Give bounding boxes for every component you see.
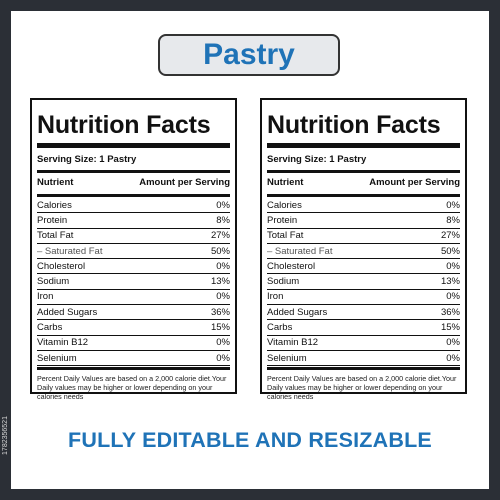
nutrient-name: Iron xyxy=(37,291,54,303)
nutrient-value: 27% xyxy=(210,230,230,242)
divider xyxy=(37,367,230,371)
nutrient-row: Sodium 13% xyxy=(267,274,460,290)
nutrient-rows: Calories 0% Protein 8% Total Fat 27% – Satu… xyxy=(267,198,460,367)
nutrient-row: – Saturated Fat 50% xyxy=(37,244,230,260)
nutrient-row: Iron 0% xyxy=(37,290,230,306)
nutrient-value: 36% xyxy=(440,306,460,318)
nutrient-row: Cholesterol 0% xyxy=(37,259,230,275)
nutrient-value: 0% xyxy=(216,199,230,211)
nutrient-row: Added Sugars 36% xyxy=(267,305,460,321)
footnote: Percent Daily Values are based on a 2,00… xyxy=(267,374,457,402)
nutrient-row: Vitamin B12 0% xyxy=(37,336,230,351)
label-heading: Nutrition Facts xyxy=(37,111,211,139)
nutrient-row: Added Sugars 36% xyxy=(37,305,230,321)
column-header: Nutrient Amount per Serving xyxy=(267,177,460,188)
stock-id-watermark: 1782356521 xyxy=(0,380,11,490)
nutrient-name: Calories xyxy=(37,199,72,211)
nutrient-name: Cholesterol xyxy=(267,260,316,272)
nutrient-value: 50% xyxy=(210,245,230,257)
nutrient-value: 13% xyxy=(440,276,460,288)
nutrient-value: 15% xyxy=(440,322,460,334)
nutrient-value: 0% xyxy=(446,337,460,349)
nutrient-row: Total Fat 27% xyxy=(37,229,230,244)
nutrient-value: 8% xyxy=(446,214,460,226)
nutrient-value: 0% xyxy=(446,352,460,364)
nutrient-row: Vitamin B12 0% xyxy=(267,336,460,351)
nutrient-row: Iron 0% xyxy=(267,290,460,306)
column-nutrient: Nutrient xyxy=(37,177,74,188)
nutrient-name: – Saturated Fat xyxy=(267,245,333,257)
serving-size: Serving Size: 1 Pastry xyxy=(37,154,137,165)
nutrient-value: 0% xyxy=(216,291,230,303)
nutrient-value: 15% xyxy=(210,322,230,334)
column-header: Nutrient Amount per Serving xyxy=(37,177,230,188)
nutrient-name: Cholesterol xyxy=(37,260,86,272)
nutrient-value: 0% xyxy=(216,260,230,272)
nutrient-value: 36% xyxy=(210,306,230,318)
nutrient-row: Carbs 15% xyxy=(267,320,460,336)
nutrient-name: Protein xyxy=(267,214,298,226)
nutrient-row: Selenium 0% xyxy=(267,351,460,367)
nutrient-name: Sodium xyxy=(37,276,70,288)
divider xyxy=(37,194,230,197)
nutrient-value: 50% xyxy=(440,245,460,257)
divider xyxy=(267,143,460,148)
divider xyxy=(267,170,460,173)
label-heading: Nutrition Facts xyxy=(267,111,441,139)
nutrient-name: Carbs xyxy=(267,322,293,334)
nutrition-label-right: Nutrition Facts Serving Size: 1 Pastry N… xyxy=(260,98,467,401)
column-amount: Amount per Serving xyxy=(369,177,460,188)
divider xyxy=(37,170,230,173)
nutrient-value: 0% xyxy=(446,260,460,272)
divider xyxy=(37,143,230,148)
nutrient-rows: Calories 0% Protein 8% Total Fat 27% – Satu… xyxy=(37,198,230,367)
stock-id: 1782356521 xyxy=(2,415,9,455)
nutrient-name: Total Fat xyxy=(267,230,304,242)
nutrient-name: Selenium xyxy=(37,352,77,364)
divider xyxy=(267,367,460,371)
nutrient-value: 13% xyxy=(210,276,230,288)
nutrient-value: 0% xyxy=(446,291,460,303)
serving-size: Serving Size: 1 Pastry xyxy=(267,154,367,165)
page-title: Pastry xyxy=(203,38,295,71)
nutrient-row: Carbs 15% xyxy=(37,320,230,336)
nutrient-name: Added Sugars xyxy=(37,306,98,318)
divider xyxy=(267,194,460,197)
nutrient-value: 8% xyxy=(216,214,230,226)
nutrient-name: Selenium xyxy=(267,352,307,364)
nutrient-row: Protein 8% xyxy=(267,213,460,229)
nutrient-value: 0% xyxy=(216,352,230,364)
nutrient-name: Sodium xyxy=(267,276,300,288)
nutrient-row: Calories 0% xyxy=(267,198,460,214)
nutrient-value: 0% xyxy=(446,199,460,211)
nutrition-label-left: Nutrition Facts Serving Size: 1 Pastry N… xyxy=(30,98,237,401)
nutrient-name: Added Sugars xyxy=(267,306,328,318)
nutrient-row: Sodium 13% xyxy=(37,274,230,290)
nutrient-name: Total Fat xyxy=(37,230,74,242)
nutrient-name: Iron xyxy=(267,291,284,303)
nutrient-row: Total Fat 27% xyxy=(267,229,460,244)
nutrient-name: Vitamin B12 xyxy=(37,337,89,349)
tagline: FULLY EDITABLE AND RESIZABLE xyxy=(68,428,432,452)
nutrient-row: Selenium 0% xyxy=(37,351,230,367)
title-banner: Pastry xyxy=(158,34,340,76)
nutrient-row: Cholesterol 0% xyxy=(267,259,460,275)
footnote: Percent Daily Values are based on a 2,00… xyxy=(37,374,227,402)
column-nutrient: Nutrient xyxy=(267,177,304,188)
nutrient-name: – Saturated Fat xyxy=(37,245,103,257)
nutrient-row: Protein 8% xyxy=(37,213,230,229)
nutrient-value: 0% xyxy=(216,337,230,349)
nutrient-row: Calories 0% xyxy=(37,198,230,214)
nutrient-name: Calories xyxy=(267,199,302,211)
nutrient-value: 27% xyxy=(440,230,460,242)
column-amount: Amount per Serving xyxy=(139,177,230,188)
nutrient-name: Vitamin B12 xyxy=(267,337,319,349)
nutrient-name: Protein xyxy=(37,214,68,226)
nutrient-name: Carbs xyxy=(37,322,63,334)
nutrient-row: – Saturated Fat 50% xyxy=(267,244,460,260)
